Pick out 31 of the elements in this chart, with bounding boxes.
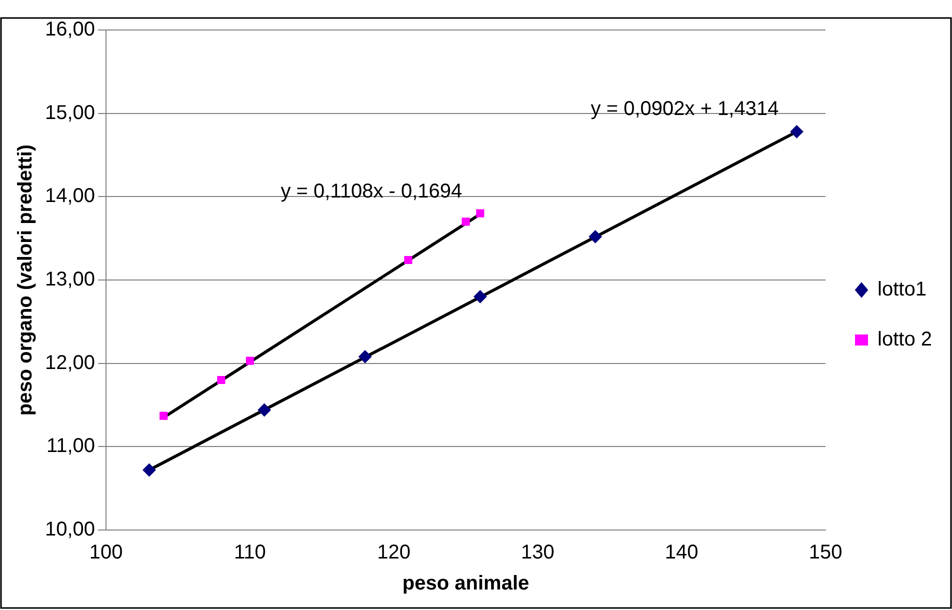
- point: [217, 376, 226, 384]
- x-tick-label: 140: [664, 542, 698, 564]
- point: [476, 209, 484, 218]
- y-tick-label: 12,00: [44, 352, 96, 374]
- point: [588, 230, 602, 244]
- y-tick-label: 15,00: [44, 102, 96, 124]
- point: [160, 412, 168, 420]
- y-tick-label: 11,00: [46, 435, 96, 458]
- legend-label: lotto 2: [878, 328, 932, 351]
- point: [462, 218, 470, 226]
- y-tick-label: 16,00: [44, 18, 96, 41]
- point: [404, 256, 412, 264]
- y-tick-label: 10,00: [44, 518, 96, 541]
- annotation: y = 0,1108x - 0,1694: [280, 180, 462, 203]
- point: [258, 404, 271, 416]
- y-tick-label: 14,00: [44, 185, 96, 208]
- point: [246, 356, 254, 365]
- x-tick-label: 110: [234, 542, 266, 564]
- point: [358, 350, 372, 364]
- x-tick-label: 100: [89, 542, 123, 564]
- point: [142, 464, 156, 476]
- annotation: y = 0,0902x + 1,4314: [590, 98, 779, 120]
- x-tick-label: 120: [377, 542, 411, 564]
- y-axis-title: peso organo (valori predetti): [14, 144, 37, 416]
- x-tick-label: 130: [521, 542, 554, 564]
- x-tick-label: 150: [808, 542, 842, 564]
- x-axis-title: peso animale: [402, 572, 530, 595]
- legend-label: lotto1: [878, 278, 926, 301]
- point: [474, 290, 487, 304]
- y-tick-label: 13,00: [44, 268, 96, 291]
- point: [790, 125, 804, 138]
